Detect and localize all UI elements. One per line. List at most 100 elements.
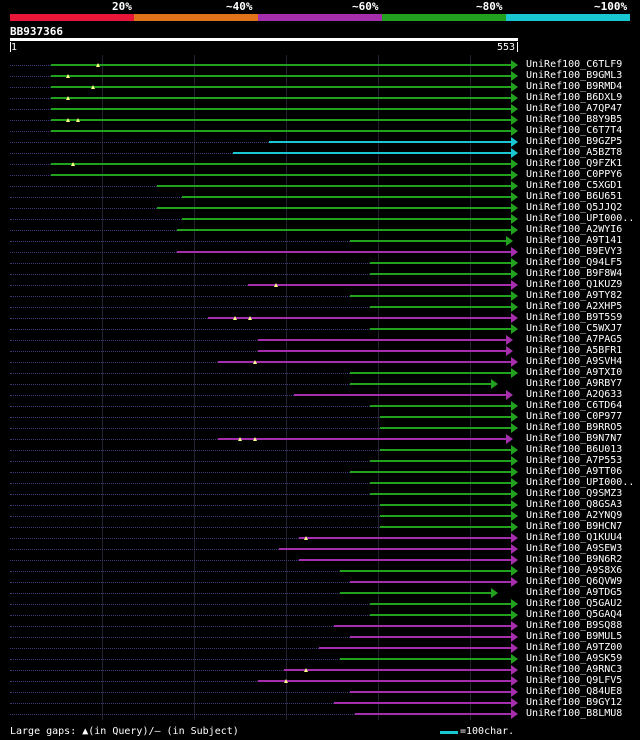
hit-label[interactable]: UniRef100_B9MUL5 <box>526 631 623 642</box>
hit-row[interactable]: UniRef100_C6TLF9 <box>0 59 640 71</box>
alignment-bar[interactable] <box>349 691 511 693</box>
hit-row[interactable]: UniRef100_Q5GAU2 <box>0 598 640 610</box>
hit-row[interactable]: UniRef100_B9RRO5 <box>0 422 640 434</box>
hit-row[interactable]: UniRef100_C5XGD1 <box>0 180 640 192</box>
alignment-bar[interactable] <box>354 713 511 715</box>
hit-row[interactable]: UniRef100_UPI000.. <box>0 477 640 489</box>
hit-label[interactable]: UniRef100_B8Y9B5 <box>526 114 623 125</box>
hit-row[interactable]: UniRef100_B9GML3 <box>0 70 640 82</box>
alignment-bar[interactable] <box>380 427 511 429</box>
alignment-bar[interactable] <box>369 328 511 330</box>
hit-row[interactable]: UniRef100_Q6QVW9 <box>0 576 640 588</box>
alignment-bar[interactable] <box>50 86 511 88</box>
hit-row[interactable]: UniRef100_B9N6R2 <box>0 554 640 566</box>
hit-row[interactable]: UniRef100_A7PAG5 <box>0 334 640 346</box>
hit-row[interactable]: UniRef100_A9TZ00 <box>0 642 640 654</box>
hit-label[interactable]: UniRef100_A7QP47 <box>526 103 623 114</box>
hit-row[interactable]: UniRef100_A9TT06 <box>0 466 640 478</box>
alignment-bar[interactable] <box>349 372 511 374</box>
hit-label[interactable]: UniRef100_B6U651 <box>526 191 623 202</box>
alignment-bar[interactable] <box>298 537 511 539</box>
hit-label[interactable]: UniRef100_A7P553 <box>526 455 623 466</box>
alignment-bar[interactable] <box>177 251 511 253</box>
alignment-bar[interactable] <box>50 75 511 77</box>
hit-row[interactable]: UniRef100_B9SQ88 <box>0 620 640 632</box>
hit-label[interactable]: UniRef100_Q8GSA3 <box>526 499 623 510</box>
hit-label[interactable]: UniRef100_Q94LF5 <box>526 257 623 268</box>
hit-row[interactable]: UniRef100_A7P553 <box>0 455 640 467</box>
alignment-bar[interactable] <box>380 515 511 517</box>
hit-label[interactable]: UniRef100_A9T141 <box>526 235 623 246</box>
hit-label[interactable]: UniRef100_B9SQ88 <box>526 620 623 631</box>
alignment-bar[interactable] <box>298 559 511 561</box>
hit-label[interactable]: UniRef100_UPI000.. <box>526 477 635 488</box>
hit-label[interactable]: UniRef100_C0PPY6 <box>526 169 623 180</box>
hit-label[interactable]: UniRef100_A9SEW3 <box>526 543 623 554</box>
alignment-bar[interactable] <box>319 647 511 649</box>
hit-label[interactable]: UniRef100_Q5JJQ2 <box>526 202 623 213</box>
hit-row[interactable]: UniRef100_B9EVY3 <box>0 246 640 258</box>
hit-label[interactable]: UniRef100_B9GML3 <box>526 70 623 81</box>
hit-label[interactable]: UniRef100_A9SK59 <box>526 653 623 664</box>
hit-row[interactable]: UniRef100_A9TXI0 <box>0 367 640 379</box>
hit-row[interactable]: UniRef100_C5WXJ7 <box>0 323 640 335</box>
hit-row[interactable]: UniRef100_B9RMD4 <box>0 81 640 93</box>
alignment-bar[interactable] <box>339 658 511 660</box>
alignment-bar[interactable] <box>369 603 511 605</box>
hit-row[interactable]: UniRef100_A9RBY7 <box>0 378 640 390</box>
hit-label[interactable]: UniRef100_Q9SMZ3 <box>526 488 623 499</box>
hit-row[interactable]: UniRef100_B9N7N7 <box>0 433 640 445</box>
hit-row[interactable]: UniRef100_Q1KUZ9 <box>0 279 640 291</box>
hit-row[interactable]: UniRef100_A2YNQ9 <box>0 510 640 522</box>
hit-label[interactable]: UniRef100_C6T7T4 <box>526 125 623 136</box>
hit-label[interactable]: UniRef100_Q5GAU2 <box>526 598 623 609</box>
hit-label[interactable]: UniRef100_A9TDG5 <box>526 587 623 598</box>
hit-label[interactable]: UniRef100_A9TY82 <box>526 290 623 301</box>
alignment-bar[interactable] <box>182 218 511 220</box>
hit-label[interactable]: UniRef100_B9T5S9 <box>526 312 623 323</box>
hit-row[interactable]: UniRef100_Q9FZK1 <box>0 158 640 170</box>
hit-label[interactable]: UniRef100_B9HCN7 <box>526 521 623 532</box>
alignment-bar[interactable] <box>293 394 506 396</box>
alignment-bar[interactable] <box>217 361 511 363</box>
hit-label[interactable]: UniRef100_C5XGD1 <box>526 180 623 191</box>
hit-label[interactable]: UniRef100_B6U013 <box>526 444 623 455</box>
hit-label[interactable]: UniRef100_A9RBY7 <box>526 378 623 389</box>
hit-row[interactable]: UniRef100_A5BFR1 <box>0 345 640 357</box>
hit-label[interactable]: UniRef100_Q1KUZ9 <box>526 279 623 290</box>
hit-row[interactable]: UniRef100_Q5GAQ4 <box>0 609 640 621</box>
hit-row[interactable]: UniRef100_Q8GSA3 <box>0 499 640 511</box>
hit-label[interactable]: UniRef100_C5WXJ7 <box>526 323 623 334</box>
alignment-bar[interactable] <box>380 416 511 418</box>
hit-label[interactable]: UniRef100_A9SVH4 <box>526 356 623 367</box>
alignment-bar[interactable] <box>334 625 511 627</box>
hit-label[interactable]: UniRef100_B9F8W4 <box>526 268 623 279</box>
hit-label[interactable]: UniRef100_B9EVY3 <box>526 246 623 257</box>
hit-row[interactable]: UniRef100_B8LMU8 <box>0 708 640 720</box>
hit-row[interactable]: UniRef100_B9GZP5 <box>0 136 640 148</box>
hit-label[interactable]: UniRef100_A9TT06 <box>526 466 623 477</box>
hit-row[interactable]: UniRef100_Q84UE8 <box>0 686 640 698</box>
hit-label[interactable]: UniRef100_Q9LFV5 <box>526 675 623 686</box>
alignment-bar[interactable] <box>369 493 511 495</box>
alignment-bar[interactable] <box>50 163 511 165</box>
hit-row[interactable]: UniRef100_A7QP47 <box>0 103 640 115</box>
hit-row[interactable]: UniRef100_B9GY12 <box>0 697 640 709</box>
alignment-bar[interactable] <box>233 152 511 154</box>
alignment-bar[interactable] <box>349 383 491 385</box>
alignment-bar[interactable] <box>248 284 511 286</box>
hit-label[interactable]: UniRef100_B8LMU8 <box>526 708 623 719</box>
hit-label[interactable]: UniRef100_C0P977 <box>526 411 623 422</box>
alignment-bar[interactable] <box>369 460 511 462</box>
alignment-bar[interactable] <box>50 108 511 110</box>
alignment-bar[interactable] <box>50 64 511 66</box>
hit-label[interactable]: UniRef100_B6DXL9 <box>526 92 623 103</box>
alignment-bar[interactable] <box>50 130 511 132</box>
hit-label[interactable]: UniRef100_A5BZT8 <box>526 147 623 158</box>
alignment-bar[interactable] <box>369 273 511 275</box>
hit-row[interactable]: UniRef100_C0PPY6 <box>0 169 640 181</box>
alignment-bar[interactable] <box>177 229 511 231</box>
hit-row[interactable]: UniRef100_B9MUL5 <box>0 631 640 643</box>
hit-row[interactable]: UniRef100_Q5JJQ2 <box>0 202 640 214</box>
hit-row[interactable]: UniRef100_A9RNC3 <box>0 664 640 676</box>
